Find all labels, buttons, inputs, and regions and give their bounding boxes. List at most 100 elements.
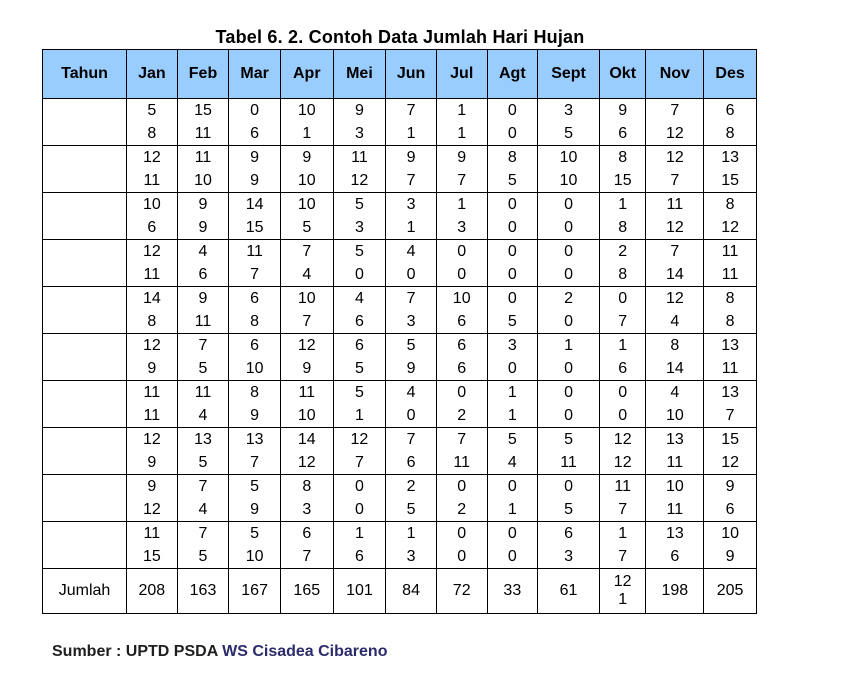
value-cell: 1: [486, 498, 539, 522]
value-cell: 9: [228, 145, 281, 169]
value-cell: 0: [486, 122, 539, 146]
year-cell: [41, 357, 128, 381]
total-cell: 121: [598, 568, 647, 614]
value-cell: 5: [332, 192, 387, 216]
value-cell: 10: [126, 192, 178, 216]
value-cell: 7: [385, 98, 437, 122]
value-cell: 7: [228, 451, 281, 475]
value-cell: 0: [486, 263, 539, 287]
table-row: 15 5 10 7 6 3 0 0 3 7 6 9: [41, 545, 757, 569]
total-cell: 163: [176, 568, 230, 614]
value-cell: 0: [537, 404, 600, 428]
column-header-mei: Mei: [332, 49, 387, 99]
value-cell: 7: [228, 263, 281, 287]
value-cell: 1: [385, 521, 437, 545]
value-cell: 13: [645, 521, 705, 545]
value-cell: 4: [645, 310, 705, 334]
value-cell: 5: [228, 474, 281, 498]
value-cell: 10: [537, 169, 600, 193]
value-cell: 6: [228, 333, 281, 357]
value-cell: 15: [176, 98, 230, 122]
value-cell: 6: [703, 98, 757, 122]
value-cell: 11: [126, 263, 178, 287]
value-cell: 10: [228, 545, 281, 569]
total-label: Jumlah: [41, 568, 128, 614]
value-cell: 10: [279, 404, 334, 428]
value-cell: 4: [385, 380, 437, 404]
table-row: 12 4 11 7 5 4 0 0 0 2 7 11: [41, 239, 757, 263]
value-cell: 5: [126, 98, 178, 122]
value-cell: 12: [332, 169, 387, 193]
value-cell: 8: [279, 474, 334, 498]
total-cell: 198: [645, 568, 705, 614]
value-cell: 10: [279, 98, 334, 122]
value-cell: 11: [126, 380, 178, 404]
value-cell: 7: [385, 286, 437, 310]
table-row: 12 7 6 12 6 5 6 3 1 1 8 13: [41, 333, 757, 357]
value-cell: 8: [126, 122, 178, 146]
value-cell: 10: [279, 169, 334, 193]
value-cell: 0: [537, 310, 600, 334]
value-cell: 8: [598, 216, 647, 240]
year-cell: [41, 404, 128, 428]
table-row: 6 9 15 5 3 1 3 0 0 8 12 12: [41, 216, 757, 240]
table-row: 9 7 5 8 0 2 0 0 0 11 10 9: [41, 474, 757, 498]
value-cell: 4: [645, 380, 705, 404]
value-cell: 5: [385, 498, 437, 522]
value-cell: 7: [645, 169, 705, 193]
value-cell: 11: [126, 404, 178, 428]
value-cell: 4: [385, 239, 437, 263]
value-cell: 12: [279, 451, 334, 475]
source-label: Sumber : UPTD PSDA: [52, 643, 223, 660]
value-cell: 0: [537, 380, 600, 404]
table-row: 12 4 9 3 0 5 2 1 5 7 11 6: [41, 498, 757, 522]
value-cell: 12: [645, 145, 705, 169]
year-cell: [41, 333, 128, 357]
value-cell: 7: [385, 169, 437, 193]
value-cell: 6: [332, 333, 387, 357]
value-cell: 6: [385, 451, 437, 475]
value-cell: 12: [645, 122, 705, 146]
value-cell: 15: [703, 427, 757, 451]
rainy-days-table: Tahun Jan Feb Mar Apr Mei Jun Jul Agt Sept Okt Nov D…: [41, 49, 757, 614]
value-cell: 4: [486, 451, 539, 475]
value-cell: 15: [228, 216, 281, 240]
value-cell: 6: [228, 122, 281, 146]
value-cell: 10: [645, 474, 705, 498]
year-cell: [41, 145, 128, 169]
value-cell: 11: [126, 169, 178, 193]
year-cell: [41, 380, 128, 404]
value-cell: 9: [703, 474, 757, 498]
value-cell: 3: [486, 333, 539, 357]
year-cell: [41, 216, 128, 240]
value-cell: 7: [279, 310, 334, 334]
year-cell: [41, 310, 128, 334]
value-cell: 14: [645, 263, 705, 287]
value-cell: 0: [486, 521, 539, 545]
value-cell: 5: [486, 427, 539, 451]
value-cell: 8: [703, 310, 757, 334]
value-cell: 13: [645, 427, 705, 451]
value-cell: 2: [435, 498, 488, 522]
column-header-jun: Jun: [385, 49, 437, 99]
value-cell: 14: [645, 357, 705, 381]
year-cell: [41, 545, 128, 569]
value-cell: 10: [176, 169, 230, 193]
value-cell: 9: [126, 474, 178, 498]
value-cell: 13: [703, 333, 757, 357]
total-cell: 165: [279, 568, 334, 614]
value-cell: 0: [537, 263, 600, 287]
value-cell: 0: [332, 474, 387, 498]
value-cell: 11: [332, 145, 387, 169]
value-cell: 0: [537, 239, 600, 263]
value-cell: 9: [176, 216, 230, 240]
value-cell: 6: [332, 310, 387, 334]
table-row: 11 4 9 10 1 0 2 1 0 0 10 7: [41, 404, 757, 428]
value-cell: 5: [537, 498, 600, 522]
value-cell: 11: [598, 474, 647, 498]
column-header-tahun: Tahun: [41, 49, 128, 99]
value-cell: 12: [703, 451, 757, 475]
value-cell: 3: [385, 310, 437, 334]
value-cell: 13: [176, 427, 230, 451]
value-cell: 8: [228, 380, 281, 404]
